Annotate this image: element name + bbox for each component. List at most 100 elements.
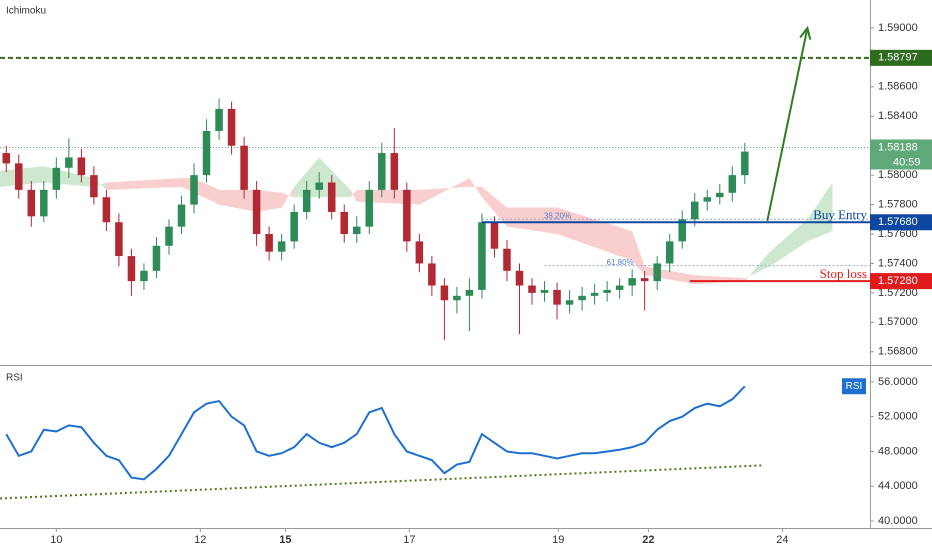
fib-label: 61.80% bbox=[607, 258, 634, 267]
candle-body bbox=[90, 175, 98, 198]
target-axis-tag bbox=[870, 49, 932, 66]
x-tick-label: 22 bbox=[642, 534, 654, 546]
y-tick-label: 56.0000 bbox=[878, 376, 918, 388]
ichimoku-cloud bbox=[256, 189, 282, 212]
candle-body bbox=[628, 278, 636, 286]
ichimoku-cloud bbox=[632, 231, 645, 276]
pane-label: Ichimoku bbox=[6, 6, 46, 17]
level-name: Stop loss bbox=[820, 266, 867, 281]
candle-body bbox=[277, 241, 286, 252]
candle-body bbox=[165, 226, 173, 246]
candle-body bbox=[428, 263, 436, 286]
trendline bbox=[0, 464, 763, 500]
candle-body bbox=[353, 226, 361, 235]
level-axis-label: 1.57680 bbox=[878, 216, 918, 228]
candle-body bbox=[565, 300, 574, 305]
candle-body bbox=[152, 245, 161, 271]
x-tick-label: 10 bbox=[50, 534, 62, 546]
candle-body bbox=[52, 167, 61, 190]
candle-body bbox=[540, 289, 549, 293]
ichimoku-cloud bbox=[807, 182, 833, 242]
y-tick-label: 48.0000 bbox=[878, 445, 918, 457]
level-axis-tag bbox=[870, 273, 932, 290]
y-tick-label: 44.0000 bbox=[878, 480, 918, 492]
x-tick-label: 24 bbox=[776, 534, 788, 546]
target-axis-label: 1.58797 bbox=[878, 52, 918, 64]
ichimoku-cloud bbox=[481, 186, 507, 227]
ichimoku-cloud bbox=[219, 189, 257, 212]
y-tick-label: 1.56800 bbox=[878, 346, 918, 358]
pane-label: RSI bbox=[6, 373, 23, 384]
candle-body bbox=[202, 130, 211, 176]
ichimoku-cloud bbox=[294, 157, 320, 198]
candle-body bbox=[615, 285, 624, 290]
candle-body bbox=[578, 295, 586, 301]
level-axis-tag bbox=[870, 214, 932, 231]
candle-body bbox=[503, 248, 511, 271]
candle-body bbox=[265, 234, 273, 252]
candle-body bbox=[690, 201, 699, 220]
ichimoku-cloud bbox=[469, 178, 482, 198]
y-tick-label: 40.0000 bbox=[878, 515, 918, 527]
candle-body bbox=[716, 192, 724, 198]
candle-body bbox=[490, 222, 499, 249]
candle-body bbox=[378, 153, 386, 190]
x-tick-label: 12 bbox=[194, 534, 206, 546]
candle-body bbox=[302, 189, 311, 212]
candle-body bbox=[415, 241, 424, 264]
candle-body bbox=[478, 222, 486, 290]
current-price-tag bbox=[870, 139, 932, 170]
candle-body bbox=[140, 270, 148, 282]
candle-body bbox=[741, 151, 749, 176]
arrow-head bbox=[799, 25, 812, 40]
level-name: Buy Entry bbox=[813, 207, 867, 222]
y-tick-label: 52.0000 bbox=[878, 411, 918, 423]
current-price-label: 1.58188 bbox=[878, 141, 918, 153]
y-tick-label: 1.57800 bbox=[878, 198, 918, 210]
candle-body bbox=[215, 108, 223, 131]
candle-body bbox=[340, 211, 348, 235]
candle-body bbox=[27, 189, 36, 217]
ichimoku-cloud bbox=[744, 251, 770, 282]
fib-label: 38.20% bbox=[544, 211, 571, 220]
ichimoku-cloud bbox=[506, 207, 558, 235]
candle-body bbox=[327, 182, 336, 212]
candle-body bbox=[453, 295, 461, 301]
candle-body bbox=[77, 157, 86, 176]
ichimoku-cloud bbox=[557, 207, 633, 261]
candle-body bbox=[65, 157, 73, 168]
candle-body bbox=[190, 175, 198, 205]
arrow-line bbox=[766, 27, 809, 221]
candle-body bbox=[603, 289, 611, 293]
candle-body bbox=[2, 153, 11, 164]
candle-body bbox=[102, 197, 111, 223]
y-tick-label: 1.58600 bbox=[878, 81, 918, 93]
candle-body bbox=[240, 145, 248, 190]
candle-body bbox=[252, 189, 261, 235]
candle-body bbox=[15, 163, 23, 190]
candle-body bbox=[728, 175, 737, 193]
candle-body bbox=[227, 108, 236, 146]
candle-body bbox=[40, 189, 48, 217]
candle-body bbox=[653, 263, 661, 282]
y-tick-label: 1.58000 bbox=[878, 169, 918, 181]
candle-body bbox=[515, 270, 524, 286]
y-tick-label: 1.57400 bbox=[878, 257, 918, 269]
ichimoku-cloud bbox=[419, 178, 470, 205]
candle-body bbox=[440, 285, 449, 301]
rsi-badge-label: RSI bbox=[846, 381, 863, 392]
x-tick-label: 15 bbox=[279, 534, 291, 546]
y-tick-label: 1.57200 bbox=[878, 287, 918, 299]
candle-body bbox=[127, 256, 136, 282]
candle-body bbox=[365, 189, 374, 227]
y-tick-label: 1.58400 bbox=[878, 110, 918, 122]
y-tick-label: 1.57000 bbox=[878, 316, 918, 328]
x-tick-label: 19 bbox=[552, 534, 564, 546]
candle-body bbox=[115, 222, 123, 257]
ichimoku-cloud bbox=[281, 186, 295, 208]
candle-body bbox=[528, 285, 536, 293]
ichimoku-cloud bbox=[319, 157, 351, 198]
candle-body bbox=[390, 153, 399, 190]
